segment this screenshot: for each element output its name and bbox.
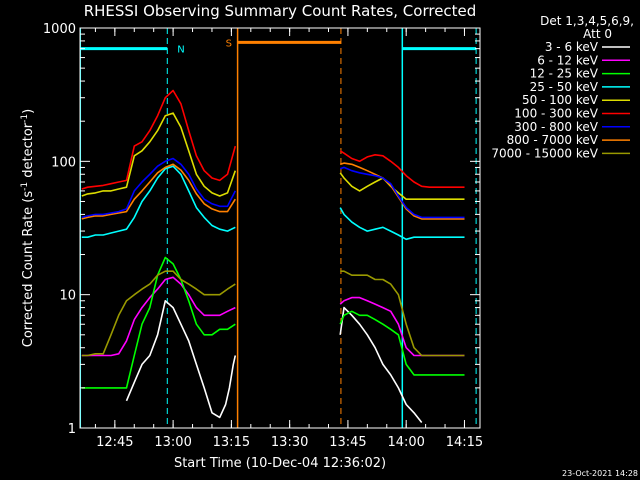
series-line-6 [81, 157, 465, 219]
legend-label-0: 3 - 6 keV [545, 40, 599, 54]
y-tick-label-3: 1000 [43, 22, 76, 37]
legend-label-1: 6 - 12 keV [537, 53, 599, 67]
series-line-5 [81, 89, 465, 190]
y-tick-label-0: 1 [68, 422, 76, 437]
y-axis: 1 10 100 1000 [43, 22, 480, 437]
date-stamp: 23-Oct-2021 14:28 [562, 469, 638, 478]
x-axis: 12:45 13:00 13:15 13:30 13:45 14:00 14:15 [94, 28, 483, 450]
series-layer [81, 89, 465, 423]
y-axis-label-sup2: -1 [20, 114, 30, 123]
legend-label-4: 50 - 100 keV [522, 93, 599, 107]
x-tick-label-6: 14:15 [446, 435, 483, 450]
y-axis-label-mid: detector [21, 122, 36, 182]
x-axis-label: Start Time (10-Dec-04 12:36:02) [174, 456, 386, 471]
y-axis-label-end: ) [21, 109, 36, 114]
legend-label-5: 100 - 300 keV [514, 107, 598, 121]
y-axis-label-sup1: -1 [20, 182, 30, 191]
night-label: N [177, 45, 184, 56]
legend-label-3: 25 - 50 keV [530, 80, 599, 94]
x-tick-label-5: 14:00 [387, 435, 424, 450]
saa-label: S [226, 38, 232, 49]
y-tick-label-1: 10 [59, 289, 76, 304]
y-tick-label-2: 100 [51, 155, 76, 170]
legend-label-7: 800 - 7000 keV [507, 133, 599, 147]
x-tick-label-3: 13:30 [271, 435, 308, 450]
x-tick-label-0: 12:45 [96, 435, 133, 450]
plot-frame [79, 27, 481, 429]
series-line-8 [81, 270, 465, 357]
series-line-0 [125, 300, 423, 423]
x-tick-label-2: 13:15 [213, 435, 250, 450]
legend-label-6: 300 - 800 keV [514, 120, 598, 134]
legend-label-2: 12 - 25 keV [530, 67, 599, 81]
y-axis-label: Corrected Count Rate (s-1 detector-1) [20, 109, 36, 347]
x-tick-label-1: 13:00 [154, 435, 191, 450]
legend-title-line-2: Att 0 [583, 27, 612, 41]
x-tick-label-4: 13:45 [329, 435, 366, 450]
series-line-3 [81, 165, 465, 241]
y-axis-label-main: Corrected Count Rate (s [21, 191, 36, 348]
series-line-4 [81, 112, 465, 200]
legend-label-8: 7000 - 15000 keV [491, 146, 598, 160]
legend-title-line-1: Det 1,3,4,5,6,9, [540, 14, 634, 28]
chart-title: RHESSI Observing Summary Count Rates, Co… [84, 2, 477, 20]
